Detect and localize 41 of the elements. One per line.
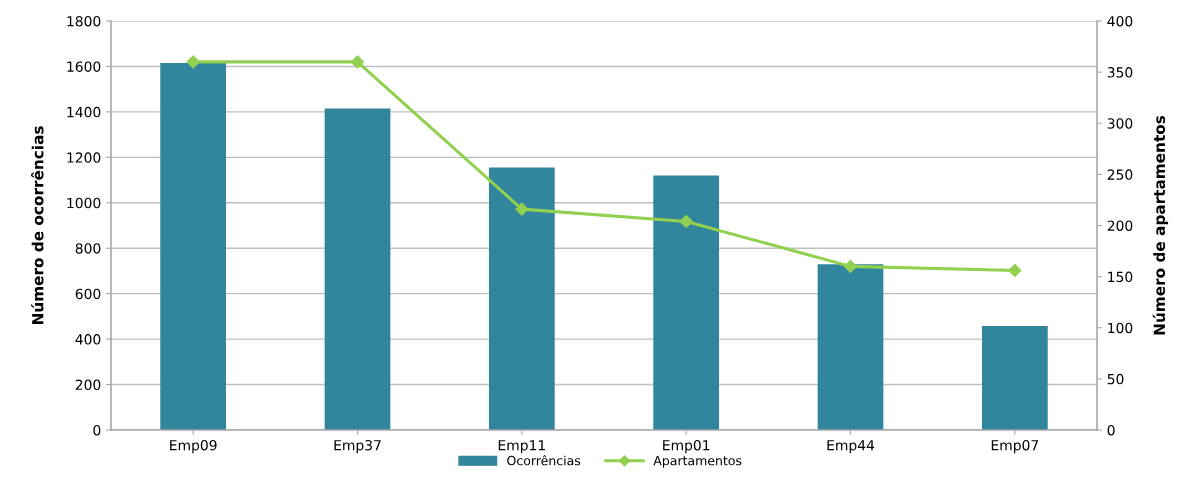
y-tick-label: 1200	[67, 152, 101, 163]
x-tick-label: Emp11	[498, 440, 545, 454]
point	[186, 55, 200, 69]
y2-tick-label: 50	[1107, 373, 1124, 385]
y2-tick-label: 350	[1107, 67, 1133, 78]
bar	[817, 264, 884, 430]
x-tick-label: Emp01	[663, 439, 710, 454]
y-tick-label: 800	[75, 243, 101, 254]
point	[350, 55, 365, 69]
x-tick-label: Emp37	[334, 439, 381, 454]
y-tick-label: 1600	[67, 61, 101, 72]
y2-axis-title: Número de apartamentos	[1152, 115, 1169, 335]
y-tick-label: 1800	[67, 15, 101, 27]
y-tick-label: 200	[75, 379, 101, 391]
y2-tick-label: 0	[1107, 424, 1115, 436]
y2-tick-label: 400	[1107, 15, 1133, 27]
y2-tick-label: 100	[1108, 322, 1133, 334]
legend-label: Apartamentos	[653, 456, 742, 468]
y2-tick-label: 250	[1107, 169, 1133, 180]
y-tick-label: 1000	[67, 197, 101, 209]
point	[679, 214, 693, 228]
y-tick-label: 400	[75, 334, 101, 345]
x-tick-label: Emp09	[170, 439, 217, 454]
x-tick-label: Emp44	[827, 440, 875, 454]
bar	[653, 175, 720, 430]
y2-tick-label: 300	[1107, 118, 1133, 129]
y2-tick-label: 200	[1107, 220, 1133, 231]
y-tick-label: 0	[93, 424, 101, 436]
bar	[488, 167, 555, 430]
y-axis-title: Número de ocorrências	[31, 126, 44, 325]
bar	[981, 325, 1048, 430]
y-tick-label: 600	[75, 288, 101, 300]
point	[515, 202, 529, 216]
point	[1008, 263, 1022, 278]
legend-label: Ocorrências	[507, 455, 581, 466]
bar	[160, 63, 227, 430]
y-tick-label: 1400	[67, 106, 101, 118]
x-tick-label: Emp07	[991, 439, 1039, 454]
bar	[324, 108, 391, 430]
y2-tick-label: 150	[1108, 271, 1133, 283]
point	[843, 259, 858, 273]
